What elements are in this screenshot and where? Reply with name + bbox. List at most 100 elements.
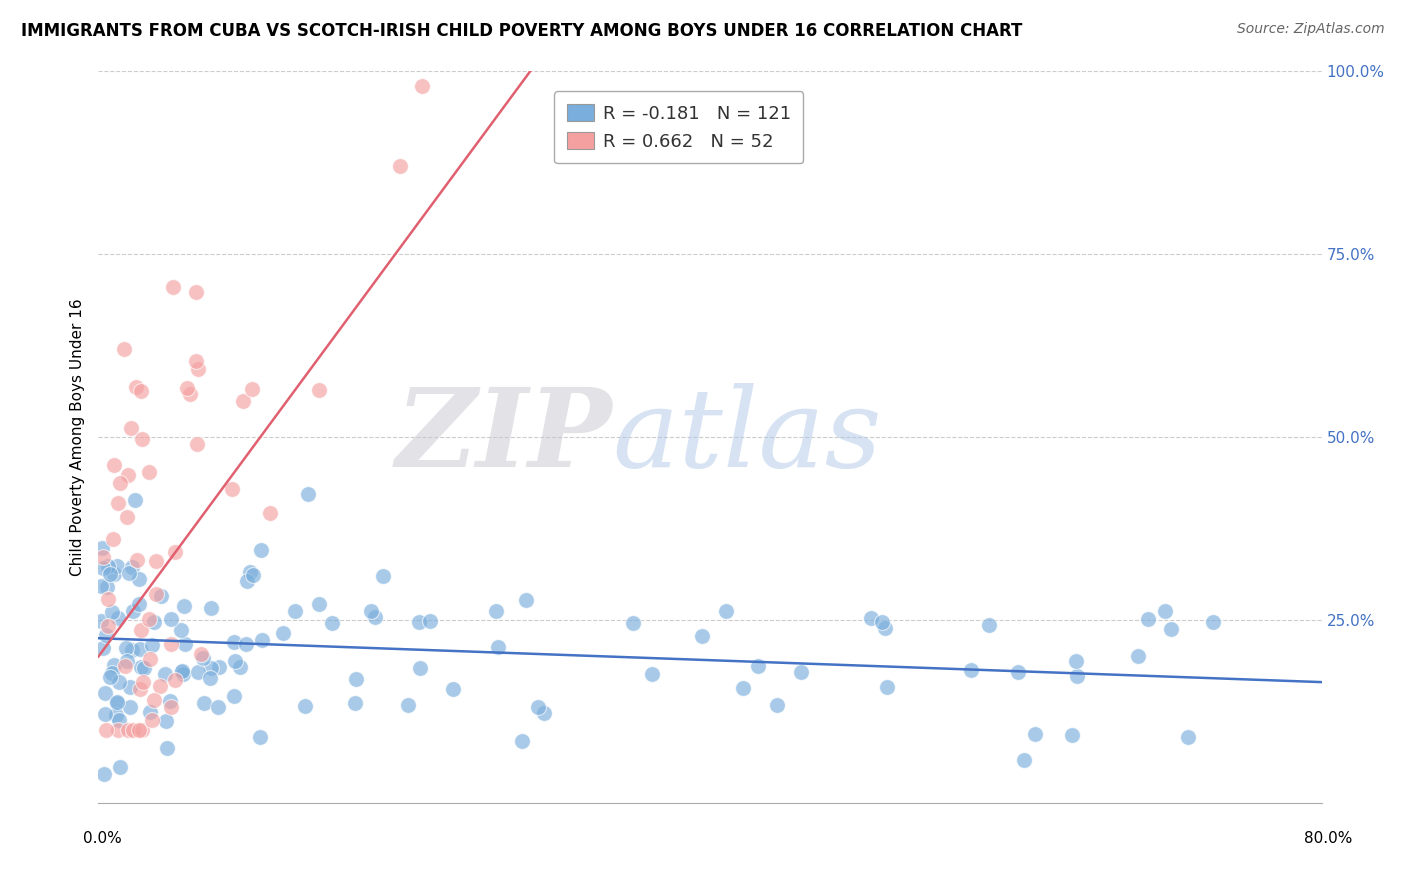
Point — [641, 666, 664, 681]
Point — [160, 612, 183, 626]
Point — [128, 723, 150, 737]
Point — [184, 285, 207, 300]
Point — [1154, 604, 1177, 618]
Point — [97, 592, 120, 607]
Point — [198, 671, 221, 685]
Point — [107, 713, 129, 727]
Point — [101, 666, 124, 681]
Point — [117, 467, 139, 482]
Point — [308, 383, 330, 397]
Point — [731, 681, 754, 696]
Point — [110, 475, 132, 490]
Point — [228, 660, 250, 674]
Point — [170, 624, 193, 638]
Point — [690, 629, 713, 643]
Point — [176, 381, 198, 395]
Point — [172, 666, 194, 681]
Point — [141, 714, 163, 728]
Point — [94, 723, 117, 737]
Point — [766, 698, 789, 712]
Point — [91, 561, 114, 575]
Point — [249, 542, 271, 557]
Point — [344, 672, 367, 686]
Point — [1177, 730, 1199, 744]
Point — [117, 654, 139, 668]
Point — [876, 680, 898, 694]
Point — [165, 673, 187, 687]
Point — [101, 533, 124, 547]
Point — [120, 680, 142, 694]
Text: IMMIGRANTS FROM CUBA VS SCOTCH-IRISH CHILD POVERTY AMONG BOYS UNDER 16 CORRELATI: IMMIGRANTS FROM CUBA VS SCOTCH-IRISH CHI… — [21, 22, 1022, 40]
Point — [121, 723, 143, 737]
Point — [186, 437, 208, 451]
Point — [239, 565, 262, 579]
Point — [1128, 649, 1150, 664]
Point — [105, 559, 128, 574]
Point — [408, 615, 430, 629]
Point — [242, 568, 264, 582]
Point — [139, 705, 162, 719]
Point — [1066, 669, 1088, 683]
Point — [104, 708, 127, 723]
Point — [131, 675, 153, 690]
Text: 0.0%: 0.0% — [83, 831, 122, 846]
Point — [93, 766, 115, 780]
Point — [139, 652, 162, 666]
Point — [441, 682, 464, 697]
Point — [363, 610, 385, 624]
Point — [870, 615, 893, 629]
Text: Source: ZipAtlas.com: Source: ZipAtlas.com — [1237, 22, 1385, 37]
Point — [131, 660, 153, 674]
Point — [747, 659, 769, 673]
Point — [396, 698, 419, 712]
Point — [90, 541, 112, 555]
Point — [117, 723, 139, 737]
Point — [93, 686, 115, 700]
Point — [132, 661, 155, 675]
Point — [235, 637, 257, 651]
Point — [143, 615, 166, 629]
Point — [112, 342, 135, 356]
Point — [1024, 727, 1046, 741]
Point — [371, 569, 394, 583]
Point — [94, 627, 117, 641]
Point — [515, 593, 537, 607]
Point — [259, 506, 281, 520]
Point — [527, 700, 550, 714]
Point — [224, 635, 246, 649]
Point — [160, 700, 183, 714]
Point — [1160, 622, 1182, 636]
Point — [1136, 612, 1159, 626]
Point — [486, 640, 509, 654]
Point — [207, 700, 229, 714]
Point — [172, 665, 194, 679]
Point — [1012, 753, 1035, 767]
Point — [409, 661, 432, 675]
Point — [129, 623, 152, 637]
Point — [1201, 615, 1223, 629]
Point — [118, 699, 141, 714]
Point — [90, 614, 112, 628]
Point — [159, 694, 181, 708]
Point — [128, 572, 150, 586]
Point — [271, 626, 294, 640]
Point — [129, 384, 152, 399]
Point — [103, 458, 125, 472]
Point — [103, 566, 125, 581]
Point — [131, 723, 153, 737]
Point — [121, 643, 143, 657]
Point — [193, 651, 215, 665]
Point — [107, 610, 129, 624]
Point — [91, 641, 114, 656]
Point — [129, 641, 152, 656]
Point — [94, 706, 117, 721]
Point — [343, 696, 366, 710]
Point — [97, 618, 120, 632]
Point — [960, 663, 983, 677]
Point — [121, 559, 143, 574]
Point — [115, 509, 138, 524]
Point — [159, 636, 181, 650]
Point — [389, 159, 412, 173]
Point — [284, 604, 307, 618]
Point — [128, 597, 150, 611]
